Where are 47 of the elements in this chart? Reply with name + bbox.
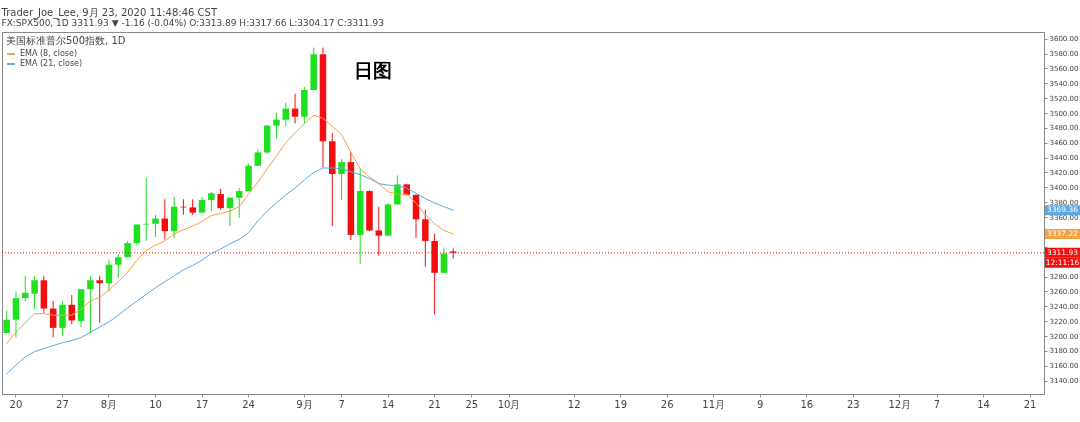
x-tick-label: 16 <box>800 398 814 410</box>
x-tick-label: 10 <box>149 398 162 410</box>
annotation: 美国标准普尔500指数, 1D <box>6 35 126 46</box>
x-tick-label: 25 <box>465 398 479 410</box>
candlestick <box>87 275 94 335</box>
candlestick <box>31 275 38 310</box>
chart-title: Trader_Joe_Lee, 9月 23, 2020 11:48:46 CST <box>0 7 218 19</box>
candlestick <box>22 275 29 302</box>
annotation: 日图 <box>354 59 392 81</box>
candlestick <box>115 253 122 279</box>
x-tick-label: 11月 <box>702 398 726 410</box>
chart-subtitle: FX:SPX500, 1D 3311.93 ▼ -1.16 (-0.04%) O:3313.89 H:3317.66 L:3304.17 C:3311.93 <box>1 18 384 28</box>
x-tick-label: 7 <box>933 398 941 410</box>
x-tick-label: 21 <box>428 398 441 410</box>
x-tick-label: 19 <box>614 398 628 410</box>
x-tick-label: 9 <box>757 398 764 410</box>
legend-label: EMA (21, close) <box>20 59 83 68</box>
x-tick-label: 14 <box>381 398 395 410</box>
candlestick <box>338 158 345 201</box>
x-tick-label: 12 <box>567 398 581 410</box>
x-tick-label: 8月 <box>100 398 118 410</box>
x-tick-label: 9月 <box>296 398 313 410</box>
candlestick <box>273 112 280 139</box>
candlestick <box>96 275 103 324</box>
x-tick-label: 20 <box>9 398 23 410</box>
x-tick-label: 17 <box>195 398 209 410</box>
x-tick-label: 10月 <box>497 398 521 410</box>
line-series <box>6 114 454 344</box>
legend-label: EMA (8, close) <box>20 49 77 58</box>
x-tick-label: 21 <box>1023 398 1037 410</box>
x-tick-label: 24 <box>242 398 255 410</box>
candlestick <box>142 177 150 242</box>
candlestick <box>12 290 20 339</box>
candlestick <box>59 300 66 336</box>
x-tick-label: 14 <box>977 398 990 410</box>
candlestick <box>235 187 243 219</box>
x-tick-label: 7 <box>338 398 345 410</box>
candlestick <box>217 188 224 211</box>
x-tick-label: 12月 <box>888 398 912 410</box>
candlestick <box>282 102 290 127</box>
candlestick <box>440 247 448 274</box>
x-tick-label: 26 <box>660 398 674 410</box>
x-tick-label: 27 <box>56 398 69 410</box>
candlestick <box>291 93 299 124</box>
candlestick <box>152 214 159 238</box>
candlestick <box>208 191 215 212</box>
x-tick-label: 23 <box>846 398 860 410</box>
